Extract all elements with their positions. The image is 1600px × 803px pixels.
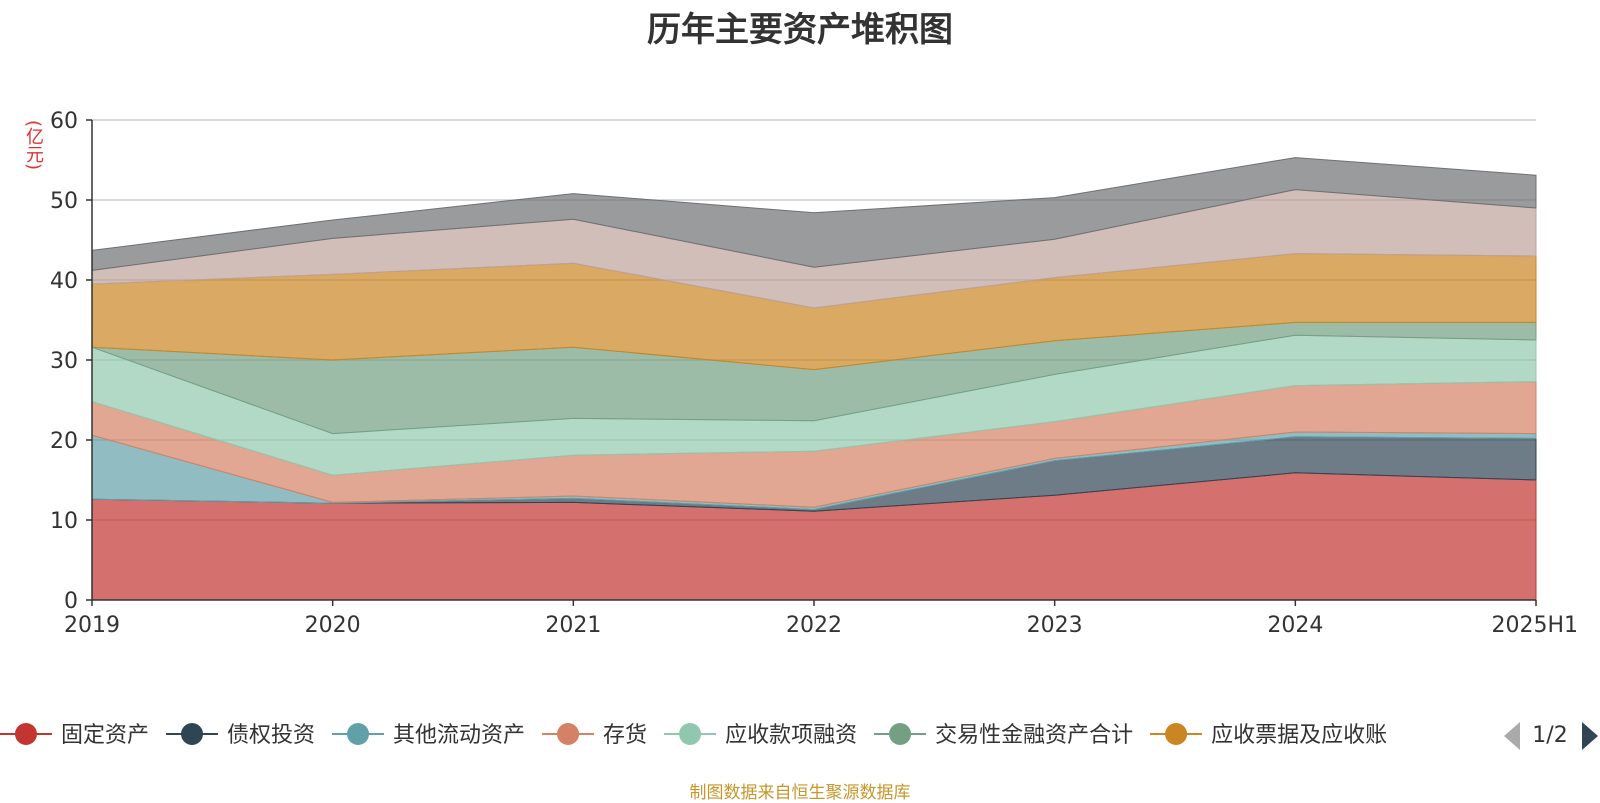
legend-marker [679, 723, 702, 745]
x-tick-label: 2024 [1267, 613, 1323, 638]
legend-label: 交易性金融资产合计 [935, 723, 1133, 748]
y-tick-label: 40 [50, 269, 78, 294]
x-tick-label: 2025H1 [1491, 613, 1578, 638]
legend-marker [557, 723, 580, 745]
legend-label: 应收款项融资 [725, 723, 857, 748]
x-tick-label: 2022 [786, 613, 842, 638]
y-tick-label: 0 [64, 589, 78, 614]
y-tick-label: 20 [50, 429, 78, 454]
area-series-9 [91, 157, 1537, 271]
legend-label: 应收票据及应收账 [1211, 723, 1387, 748]
legend-label: 存货 [603, 723, 647, 748]
stacked-area-chart: 0 10 20 30 40 50 60 2019 2020 2021 2022 2023 2024 202… [0, 109, 1598, 750]
legend-item[interactable]: 固定资产 [0, 723, 149, 748]
legend-label: 固定资产 [61, 723, 149, 748]
y-tick-label: 60 [50, 109, 78, 134]
x-tick-label: 2023 [1027, 613, 1083, 638]
legend-item[interactable]: 交易性金融资产合计 [874, 723, 1133, 748]
legend-label: 债权投资 [227, 723, 315, 748]
x-tick-label: 2019 [64, 613, 120, 638]
y-axis-unit-label: (亿元) [23, 120, 44, 171]
y-tick-label: 10 [50, 509, 78, 534]
axes: 0 10 20 30 40 50 60 2019 2020 2021 2022 2023 2024 202… [50, 109, 1578, 638]
legend-item[interactable]: 应收款项融资 [664, 723, 857, 748]
legend-page-indicator: 1/2 [1532, 723, 1567, 748]
legend-label: 其他流动资产 [393, 723, 525, 748]
x-tick-label: 2021 [545, 613, 601, 638]
legend-marker [15, 723, 37, 745]
legend-prev-icon[interactable] [1504, 722, 1520, 750]
legend-item[interactable]: 债权投资 [166, 723, 315, 748]
y-tick-label: 30 [50, 349, 78, 374]
legend: 固定资产 债权投资 其他流动资产 存货 应收款项融资 交易性金融资产合计 应收票据及应收账 1… [0, 722, 1598, 750]
chart-title: 历年主要资产堆积图 [647, 10, 953, 50]
legend-marker [181, 723, 204, 745]
legend-item[interactable]: 其他流动资产 [332, 723, 525, 748]
x-tick-label: 2020 [305, 613, 361, 638]
y-tick-label: 50 [50, 189, 78, 214]
legend-next-icon[interactable] [1582, 722, 1598, 750]
legend-marker [347, 723, 370, 745]
legend-item[interactable]: 应收票据及应收账 [1150, 723, 1387, 748]
source-note: 制图数据来自恒生聚源数据库 [689, 783, 911, 803]
legend-item[interactable]: 存货 [542, 723, 647, 748]
area-series [91, 157, 1537, 601]
legend-marker [1165, 723, 1188, 745]
legend-marker [889, 723, 912, 745]
